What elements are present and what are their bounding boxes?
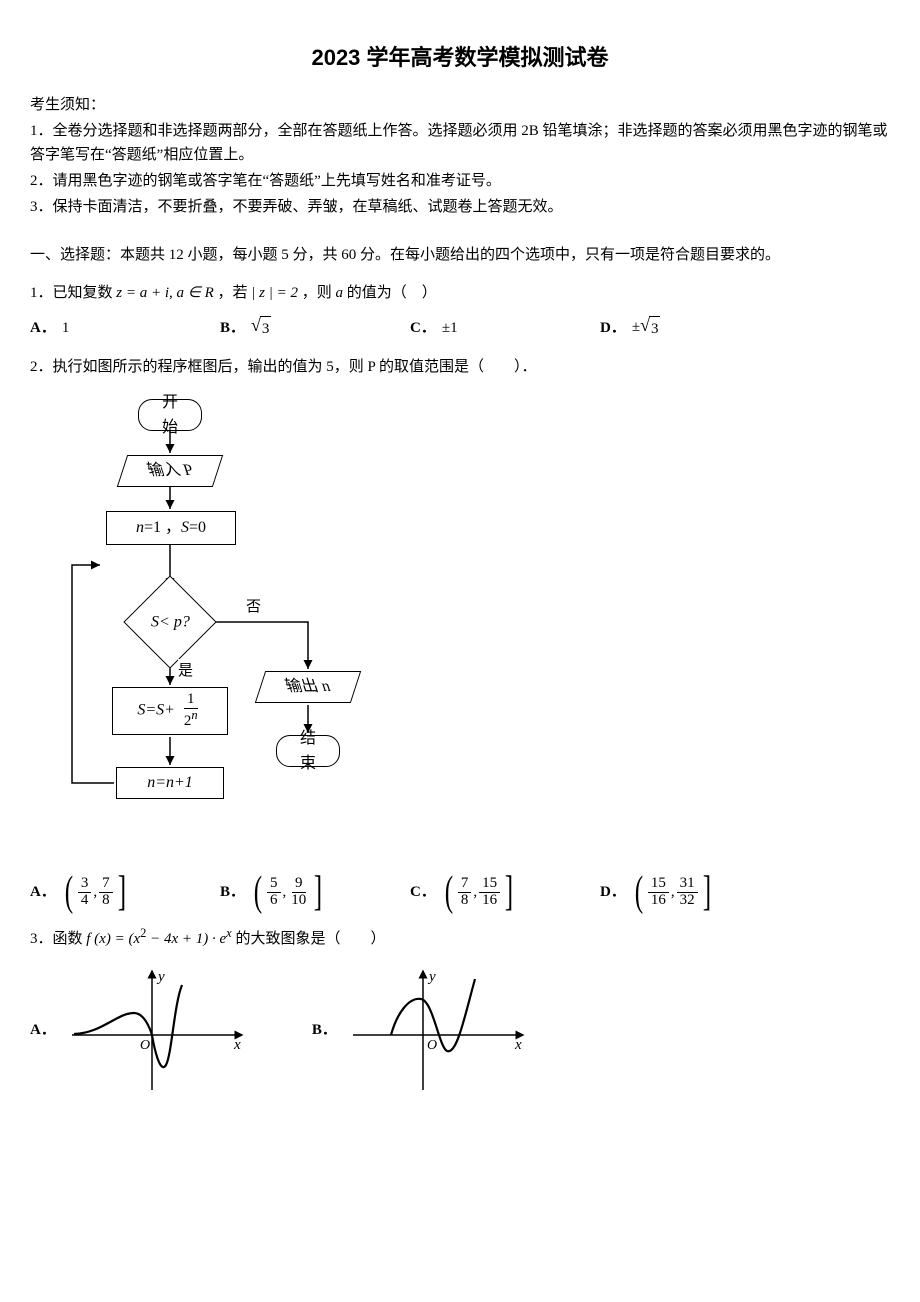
q1-text: ，若	[218, 285, 252, 301]
interval: ( 56 , 910 ]	[251, 875, 325, 909]
flowchart-arrows	[60, 397, 400, 857]
q2-stem: 2．执行如图所示的程序框图后，输出的值为 5，则 P 的取值范围是（ ）．	[30, 355, 890, 379]
q3-text: 3．函数	[30, 931, 86, 947]
q1-stem: 1．已知复数 z = a + i, a ∈ R ，若 | z | = 2 ，则 …	[30, 281, 890, 305]
q1-text: ，则 a 的值为（ ）	[302, 285, 437, 301]
q1-option-b: B． √3	[220, 316, 410, 341]
graph-b: y x O	[343, 965, 533, 1095]
q1-math: z = a + i, a ∈ R	[116, 285, 213, 301]
q2-option-d: D． ( 1516 , 3132 ]	[600, 875, 790, 909]
flow-end: 结束	[276, 735, 340, 767]
question-3: 3．函数 f (x) = (x2 − 4x + 1) · ex 的大致图象是（ …	[30, 923, 890, 1095]
section-1-heading: 一、选择题：本题共 12 小题，每小题 5 分，共 60 分。在每小题给出的四个…	[30, 243, 890, 267]
flow-start: 开始	[138, 399, 202, 431]
question-2: 2．执行如图所示的程序框图后，输出的值为 5，则 P 的取值范围是（ ）． 开始…	[30, 355, 890, 909]
q2-option-c: C． ( 78 , 1516 ]	[410, 875, 600, 909]
option-label: A．	[30, 1018, 56, 1042]
q1-option-c: C． ±1	[410, 316, 600, 340]
option-label: B．	[220, 316, 245, 340]
flow-increment: n=n+1	[116, 767, 224, 799]
option-label: A．	[30, 880, 56, 904]
option-value: ±√3	[632, 315, 661, 341]
q3-math: f (x) = (x2 − 4x + 1) · ex	[86, 931, 231, 947]
q2-options: A． ( 34 , 78 ] B． ( 56 , 910 ] C． ( 7	[30, 875, 890, 909]
instruction-line: 2．请用黑色字迹的钢笔或答字笔在“答题纸”上先填写姓名和准考证号。	[30, 169, 890, 193]
flow-output: 输出 n	[255, 671, 361, 703]
instruction-line: 3．保持卡面清洁，不要折叠，不要弄破、弄皱，在草稿纸、试题卷上答题无效。	[30, 195, 890, 219]
instructions-heading: 考生须知：	[30, 93, 890, 117]
q2-option-b: B． ( 56 , 910 ]	[220, 875, 410, 909]
q1-option-a: A． 1	[30, 316, 220, 340]
origin-label: O	[427, 1038, 437, 1053]
question-1: 1．已知复数 z = a + i, a ∈ R ，若 | z | = 2 ，则 …	[30, 281, 890, 341]
q1-option-d: D． ±√3	[600, 315, 790, 341]
option-label: C．	[410, 316, 436, 340]
option-label: B．	[220, 880, 245, 904]
option-label: A．	[30, 316, 56, 340]
flow-assign: S=S+ 12n	[112, 687, 228, 735]
q1-options: A． 1 B． √3 C． ±1 D． ±√3	[30, 315, 890, 341]
flow-input: 输入 P	[117, 455, 223, 487]
q1-math2: | z | = 2	[251, 285, 298, 301]
q3-option-b: B． y x O	[312, 965, 533, 1095]
axis-y-label: y	[156, 969, 165, 985]
axis-y-label: y	[427, 969, 436, 985]
flow-init: n=1 ，S=0	[106, 511, 236, 545]
flow-yes-label: 是	[178, 659, 193, 683]
sqrt-icon: √3	[251, 316, 271, 341]
page-title: 2023 学年高考数学模拟测试卷	[30, 40, 890, 75]
instruction-line: 1．全卷分选择题和非选择题两部分，全部在答题纸上作答。选择题必须用 2B 铅笔填…	[30, 119, 890, 167]
axis-x-label: x	[514, 1037, 522, 1053]
option-value: 1	[62, 316, 70, 340]
option-label: D．	[600, 880, 626, 904]
q1-text: 1．已知复数	[30, 285, 116, 301]
flow-no-label: 否	[246, 595, 261, 619]
interval: ( 78 , 1516 ]	[442, 875, 516, 909]
flow-condition: S< p?	[123, 576, 216, 669]
q3-graphs: A． y x O B．	[30, 965, 890, 1095]
q3-stem: 3．函数 f (x) = (x2 − 4x + 1) · ex 的大致图象是（ …	[30, 923, 890, 951]
flowchart: 开始 输入 P n=1 ，S=0 S< p? 是 否 S=S+ 12n n=n+…	[60, 397, 400, 857]
q2-option-a: A． ( 34 , 78 ]	[30, 875, 220, 909]
option-label: C．	[410, 880, 436, 904]
instructions-block: 考生须知： 1．全卷分选择题和非选择题两部分，全部在答题纸上作答。选择题必须用 …	[30, 93, 890, 219]
graph-a: y x O	[62, 965, 252, 1095]
axis-x-label: x	[233, 1037, 241, 1053]
q3-text: 的大致图象是（ ）	[235, 931, 385, 947]
option-label: D．	[600, 316, 626, 340]
q3-option-a: A． y x O	[30, 965, 252, 1095]
interval: ( 34 , 78 ]	[62, 875, 129, 909]
interval: ( 1516 , 3132 ]	[632, 875, 714, 909]
origin-label: O	[140, 1038, 150, 1053]
option-value: ±1	[442, 316, 458, 340]
option-label: B．	[312, 1018, 337, 1042]
